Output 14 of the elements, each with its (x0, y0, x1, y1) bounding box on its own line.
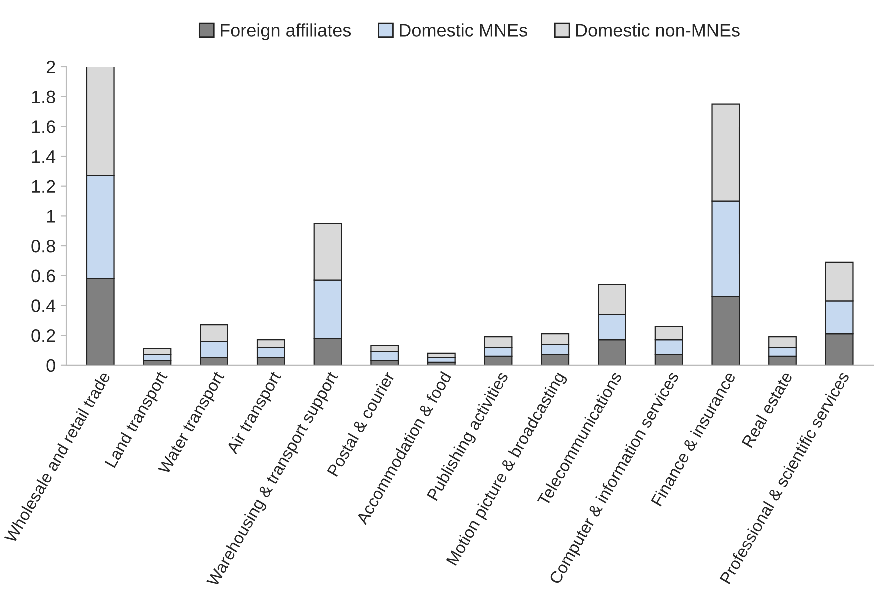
y-tick-label: 0 (46, 359, 56, 372)
y-tick-label: 2 (46, 60, 56, 74)
legend-label: Domestic non-MNEs (576, 24, 740, 37)
y-tick-label: 1.6 (32, 120, 56, 134)
y-tick-label: 1.2 (32, 180, 56, 193)
y-tick-label: 0.6 (32, 270, 56, 283)
y-tick-label: 1.8 (32, 90, 56, 104)
y-tick-label: 0.4 (32, 300, 56, 312)
y-tick-label: 1 (47, 210, 56, 223)
legend-label: Domestic MNEs (400, 24, 528, 37)
y-tick-label: 1.4 (32, 150, 56, 164)
legend-label: Foreign affiliates (221, 24, 352, 40)
y-tick-label: 0.8 (32, 240, 56, 253)
y-tick-label: 0.2 (32, 329, 56, 342)
